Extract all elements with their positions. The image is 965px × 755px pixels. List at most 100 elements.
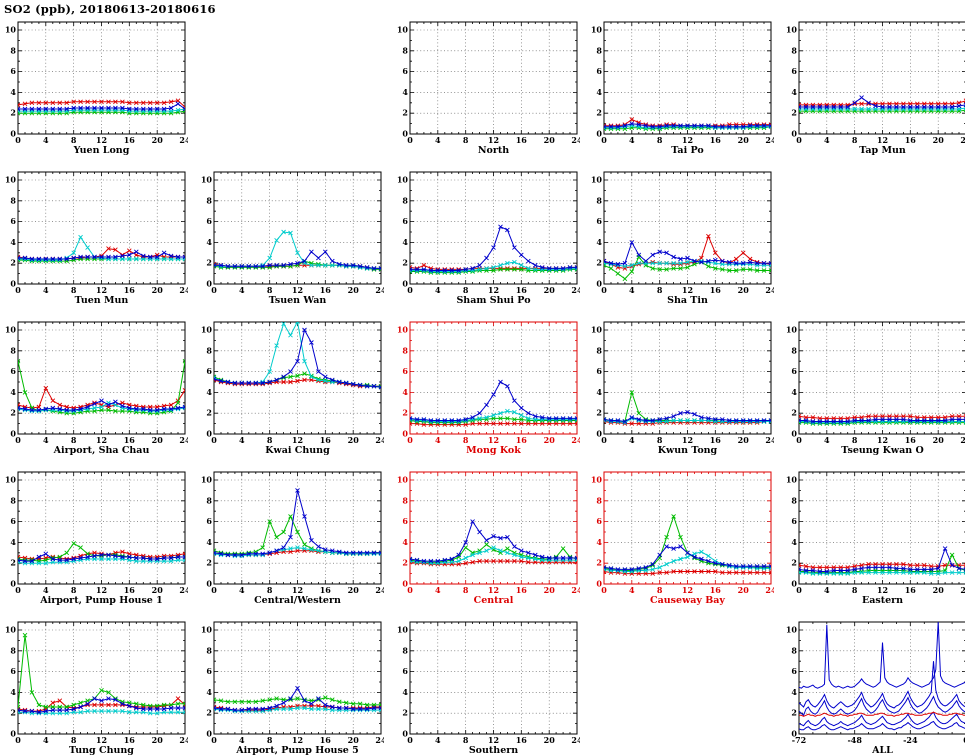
x-tick-label: 16 [905, 435, 917, 445]
x-tick-label: 8 [71, 435, 77, 445]
y-tick-label: 2 [596, 408, 602, 418]
x-tick-label: 12 [682, 435, 693, 445]
y-tick-label: 6 [206, 216, 212, 226]
x-tick-label: 4 [43, 585, 49, 595]
x-tick-label: 20 [738, 435, 750, 445]
y-tick-label: 2 [596, 558, 602, 568]
chart-airport-sha-chau: 0 4 8 12 16 20 24 0 2 4 6 8 10 Airport, Sha Chau [4, 312, 191, 460]
x-tick-label: -72 [792, 735, 806, 745]
x-tick-label: 0 [601, 285, 607, 295]
y-tick-label: 10 [786, 325, 798, 335]
plot-frame [17, 21, 186, 135]
x-tick-label: 12 [488, 435, 499, 445]
y-tick-label: 0 [206, 579, 212, 589]
y-tick-label: 2 [206, 408, 212, 418]
series-blue-3 [799, 546, 965, 574]
x-tick-label: 24 [960, 135, 965, 145]
gridlines [604, 22, 771, 134]
y-tick-label: 8 [596, 45, 602, 55]
plot-frame [603, 321, 772, 435]
x-tick-label: 24 [571, 135, 580, 145]
x-tick-label: 0 [211, 585, 217, 595]
y-tick-label: 6 [596, 366, 602, 376]
series-cyan-2 [18, 106, 185, 114]
y-tick-label: 8 [402, 45, 408, 55]
series-cyan-2 [799, 419, 965, 425]
plot-frame [409, 621, 578, 735]
y-tick-label: 4 [10, 87, 16, 97]
y-tick-label: 8 [10, 495, 16, 505]
gridlines [214, 322, 381, 434]
y-tick-label: 4 [402, 687, 408, 697]
gridlines [214, 472, 381, 584]
y-tick-label: 4 [791, 537, 797, 547]
y-tick-label: 10 [5, 325, 17, 335]
series-red-0 [604, 233, 771, 271]
x-tick-label: 12 [682, 285, 693, 295]
series-blue-4 [799, 720, 965, 731]
x-tick-label: 20 [738, 585, 750, 595]
series-cyan-2 [410, 408, 577, 424]
y-tick-label: 0 [206, 729, 212, 739]
x-tick-label: 16 [710, 585, 722, 595]
x-tick-label: 16 [124, 585, 136, 595]
x-tick-label: 0 [15, 285, 21, 295]
chart-title: Causeway Bay [650, 595, 725, 606]
y-tick-label: 0 [206, 429, 212, 439]
x-tick-label: 12 [488, 285, 499, 295]
x-tick-label: 24 [375, 735, 384, 745]
plot-frame [17, 471, 186, 585]
plot-frame [17, 321, 186, 435]
chart-title: Airport, Pump House 1 [39, 595, 163, 606]
gridlines [18, 622, 185, 734]
x-tick-label: 8 [463, 285, 469, 295]
x-tick-label: 20 [933, 435, 945, 445]
series-green-1 [604, 254, 771, 282]
series-blue-1 [799, 695, 965, 717]
x-tick-label: 20 [348, 585, 360, 595]
y-tick-label: 0 [10, 579, 16, 589]
chart-title: Kwun Tong [658, 445, 718, 456]
x-tick-label: 20 [152, 585, 164, 595]
x-tick-label: 0 [796, 435, 802, 445]
y-tick-label: 2 [206, 258, 212, 268]
y-tick-label: 0 [402, 279, 408, 289]
x-tick-label: 4 [629, 585, 635, 595]
plot-frame [213, 471, 382, 585]
y-tick-label: 2 [10, 108, 16, 118]
y-tick-label: 10 [786, 475, 798, 485]
y-tick-label: 10 [591, 475, 603, 485]
x-tick-label: 16 [516, 735, 528, 745]
x-tick-label: 24 [571, 285, 580, 295]
gridlines [410, 472, 577, 584]
gridlines [18, 22, 185, 134]
x-tick-label: 24 [765, 135, 774, 145]
x-tick-label: 24 [960, 585, 965, 595]
series-blue-0 [799, 622, 965, 689]
x-tick-label: 16 [516, 585, 528, 595]
series-cyan-2 [604, 549, 771, 574]
series-green-1 [799, 107, 965, 114]
y-tick-label: 10 [591, 25, 603, 35]
series-red-0 [604, 569, 771, 576]
y-tick-label: 4 [206, 237, 212, 247]
chart-title: Airport, Pump House 5 [235, 745, 359, 755]
y-tick-label: 2 [402, 408, 408, 418]
y-tick-label: 8 [10, 345, 16, 355]
x-tick-label: 20 [544, 585, 556, 595]
chart-title: Tseung Kwan O [841, 445, 923, 456]
x-tick-label: 24 [765, 285, 774, 295]
x-tick-label: 4 [43, 735, 49, 745]
x-tick-label: 20 [152, 735, 164, 745]
gridlines [604, 322, 771, 434]
y-tick-label: 2 [791, 558, 797, 568]
chart-sha-tin: 0 4 8 12 16 20 24 0 2 4 6 8 10 Sha Tin [590, 162, 777, 310]
series-red-0 [799, 413, 965, 421]
y-tick-label: 8 [596, 495, 602, 505]
series-blue-3 [214, 327, 381, 390]
series-blue-3 [214, 488, 381, 558]
